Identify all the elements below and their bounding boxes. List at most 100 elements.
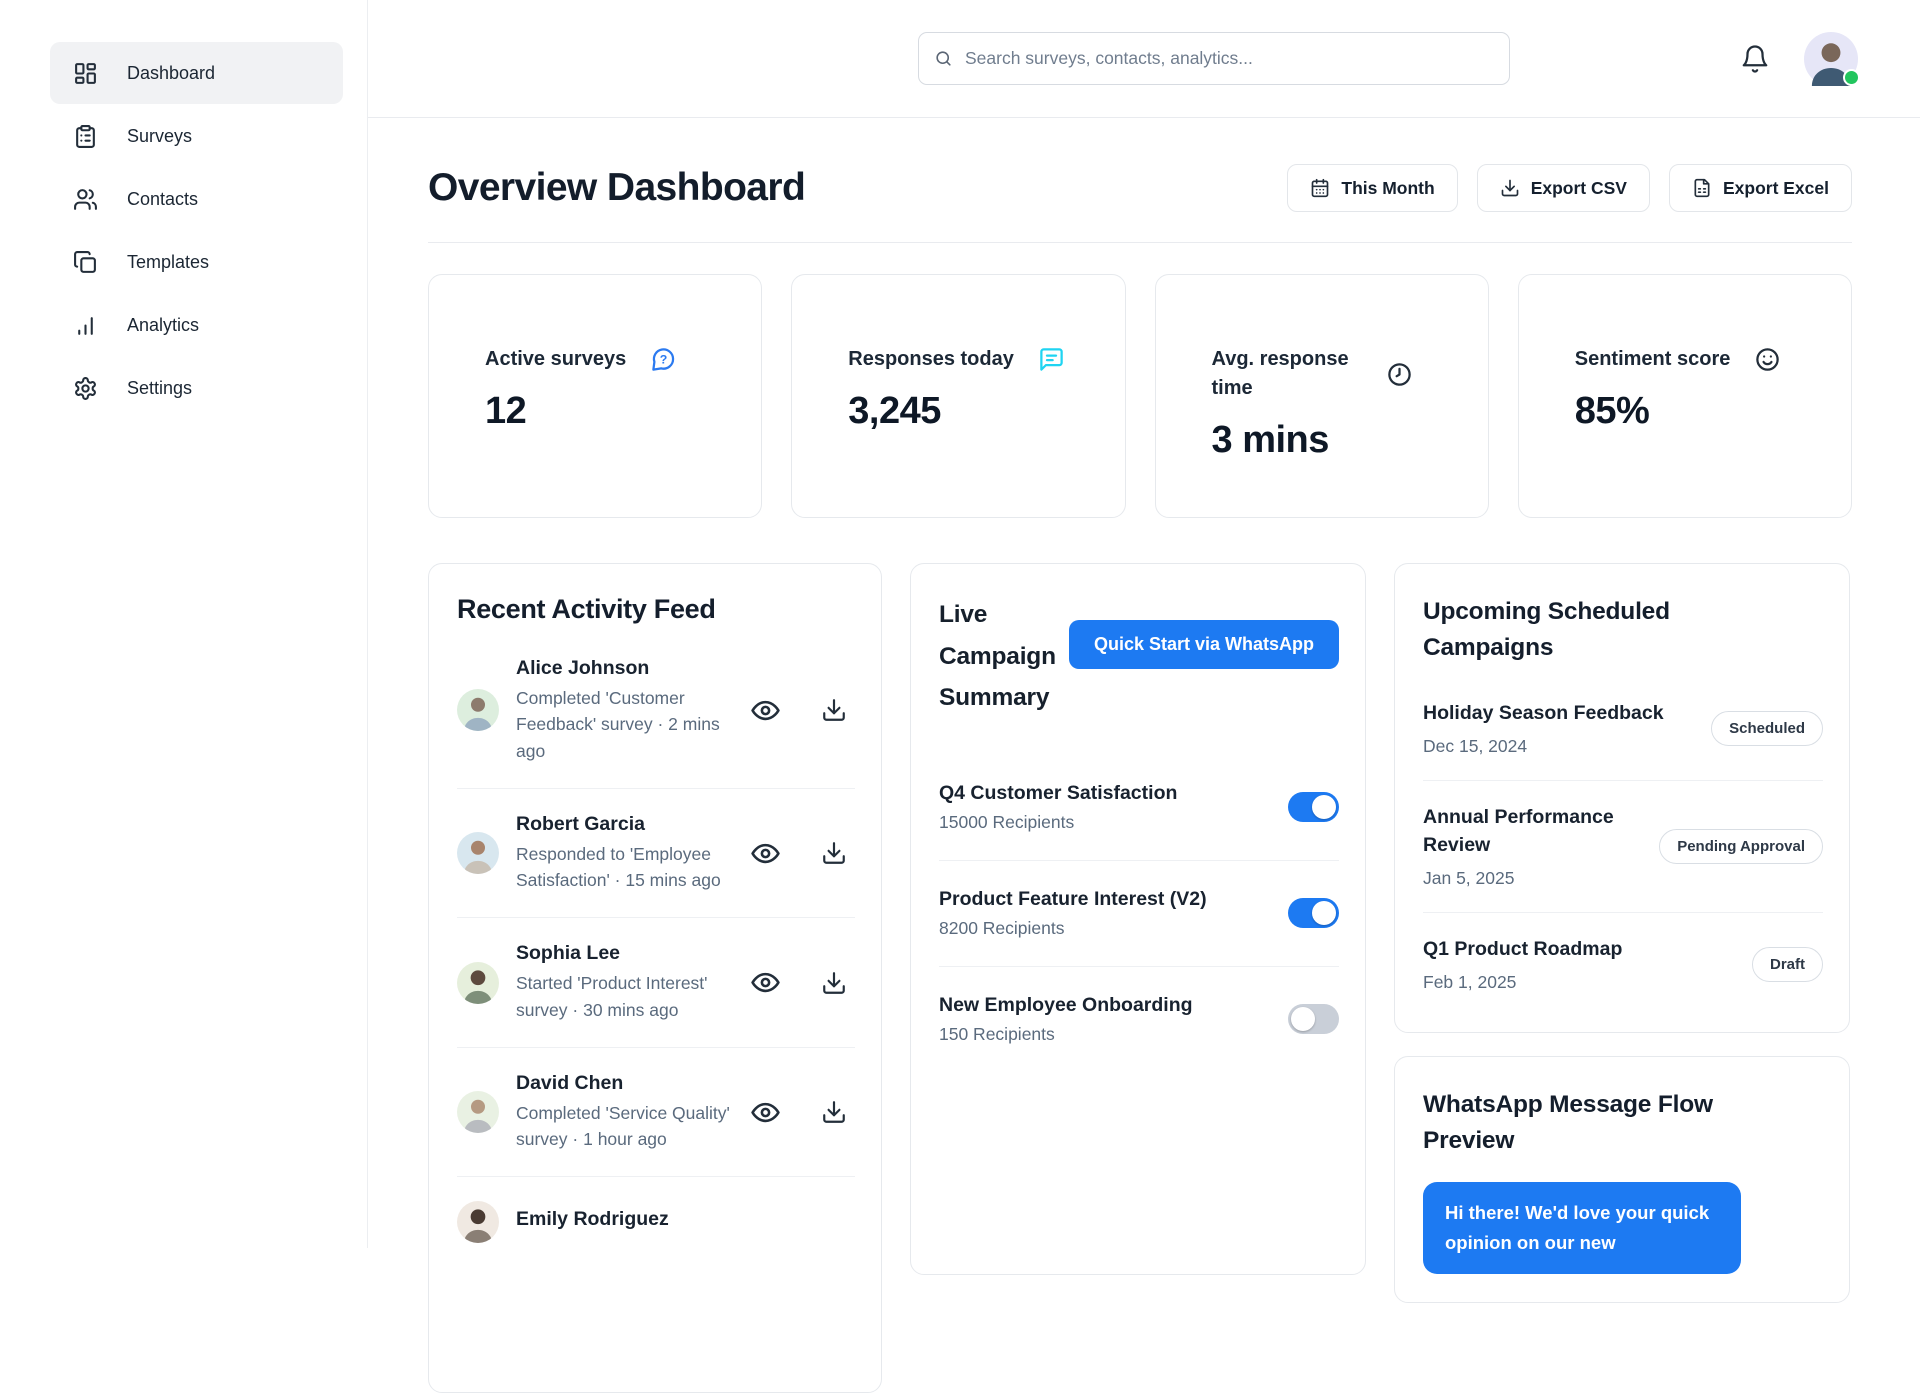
whatsapp-preview-panel: WhatsApp Message Flow Preview Hi there! … (1394, 1056, 1850, 1304)
calendar-icon (1312, 178, 1329, 198)
activity-row: Robert Garcia Responded to 'Employee Sat… (457, 787, 855, 918)
smiley-icon (1756, 348, 1780, 371)
activity-detail: Completed 'Service Quality' survey · 1 h… (516, 1102, 730, 1149)
stat-value: 3,245 (848, 390, 941, 432)
toolbar: This Month Export CSV Export Excel (1287, 164, 1852, 212)
contacts-icon (73, 187, 98, 212)
settings-icon (73, 376, 98, 401)
stat-card-active-surveys: Active surveys ? 12 (428, 274, 763, 518)
status-badge: Pending Approval (1659, 829, 1823, 865)
scheduled-name: Annual Performance Review (1423, 806, 1614, 856)
search-icon (936, 51, 951, 66)
sidebar: Dashboard Surveys Contacts Templates Ana… (0, 0, 368, 1248)
activity-user-name: Alice Johnson (516, 657, 650, 679)
download-icon[interactable] (821, 1099, 847, 1125)
download-icon (1501, 179, 1519, 197)
status-badge: Draft (1751, 947, 1823, 983)
view-icon[interactable] (750, 695, 781, 726)
sidebar-item-label: Dashboard (127, 62, 216, 83)
campaign-toggle[interactable] (1288, 898, 1339, 929)
avatar (457, 961, 499, 1004)
whatsapp-message-bubble: Hi there! We'd love your quick opinion o… (1423, 1182, 1741, 1275)
activity-row: David Chen Completed 'Service Quality' s… (457, 1046, 855, 1177)
stat-card-responses-today: Responses today 3,245 (791, 274, 1126, 518)
activity-user-name: David Chen (516, 1071, 624, 1094)
live-campaign-title: Live Campaign Summary (939, 601, 1056, 712)
stat-value: 12 (485, 390, 527, 432)
export-excel-button[interactable]: Export Excel (1668, 164, 1852, 212)
svg-text:?: ? (660, 353, 668, 367)
scheduled-date: Jan 5, 2025 (1423, 867, 1515, 888)
sidebar-item-label: Analytics (127, 314, 200, 335)
activity-user-name: Emily Rodriguez (516, 1208, 669, 1231)
right-column: Upcoming Scheduled Campaigns Holiday Sea… (1394, 563, 1850, 1304)
period-filter-button[interactable]: This Month (1287, 164, 1458, 212)
sidebar-item-surveys[interactable]: Surveys (50, 105, 343, 167)
campaign-name: Q4 Customer Satisfaction (939, 781, 1178, 804)
page-title: Overview Dashboard (428, 166, 806, 209)
quick-start-whatsapp-button[interactable]: Quick Start via WhatsApp (1068, 620, 1339, 669)
notifications-bell-icon[interactable] (1740, 44, 1770, 74)
stat-label: Responses today (848, 348, 1014, 370)
sidebar-item-label: Contacts (127, 188, 199, 209)
campaign-row: Q4 Customer Satisfaction 15000 Recipient… (939, 755, 1339, 860)
campaign-row: Product Feature Interest (V2) 8200 Recip… (939, 859, 1339, 966)
stat-card-sentiment-score: Sentiment score 85% (1517, 274, 1852, 518)
sidebar-item-dashboard[interactable]: Dashboard (50, 42, 343, 104)
export-csv-button[interactable]: Export CSV (1476, 164, 1650, 212)
activity-feed-title: Recent Activity Feed (457, 594, 716, 624)
activity-row: Emily Rodriguez (457, 1176, 855, 1267)
whatsapp-preview-title: WhatsApp Message Flow Preview (1423, 1091, 1713, 1154)
campaign-recipients: 15000 Recipients (939, 811, 1075, 832)
scheduled-campaigns-panel: Upcoming Scheduled Campaigns Holiday Sea… (1394, 563, 1850, 1034)
scheduled-date: Dec 15, 2024 (1423, 736, 1528, 757)
sidebar-item-templates[interactable]: Templates (50, 231, 343, 293)
chat-message-icon (1040, 348, 1063, 371)
dashboard-icon (73, 61, 98, 86)
search-input[interactable] (918, 32, 1510, 85)
stat-label: Sentiment score (1574, 348, 1731, 370)
download-icon[interactable] (821, 840, 847, 866)
avatar (457, 689, 499, 732)
analytics-icon (73, 313, 98, 338)
status-badge: Scheduled (1711, 711, 1823, 747)
view-icon[interactable] (750, 838, 781, 869)
campaign-toggle[interactable] (1288, 792, 1339, 823)
sidebar-item-analytics[interactable]: Analytics (50, 294, 343, 356)
download-icon[interactable] (821, 970, 847, 996)
header-divider (428, 242, 1852, 243)
scheduled-date: Feb 1, 2025 (1423, 972, 1517, 993)
avatar (457, 832, 499, 874)
activity-detail: Responded to 'Employee Satisfaction' · 1… (516, 843, 721, 890)
campaign-toggle[interactable] (1288, 1004, 1339, 1035)
stat-cards-row: Active surveys ? 12 Responses today 3,24… (428, 274, 1852, 518)
online-status-dot (1843, 68, 1860, 86)
user-avatar[interactable] (1804, 31, 1860, 86)
avatar-photo (1804, 32, 1858, 86)
activity-detail: Started 'Product Interest' survey · 30 m… (516, 973, 708, 1020)
campaign-row: New Employee Onboarding 150 Recipients (939, 965, 1339, 1072)
view-icon[interactable] (750, 1097, 781, 1128)
surveys-icon (73, 124, 98, 149)
content-area: Overview Dashboard This Month Export CSV… (368, 118, 1920, 1393)
scheduled-name: Holiday Season Feedback (1423, 702, 1664, 725)
scheduled-row: Annual Performance Review Jan 5, 2025 Pe… (1423, 780, 1823, 912)
view-icon[interactable] (750, 967, 781, 998)
activity-user-name: Robert Garcia (516, 812, 645, 835)
sidebar-item-label: Settings (127, 377, 193, 398)
campaign-recipients: 8200 Recipients (939, 917, 1065, 938)
campaign-recipients: 150 Recipients (939, 1023, 1055, 1044)
activity-user-name: Sophia Lee (516, 942, 621, 965)
sidebar-item-label: Surveys (127, 125, 193, 146)
download-icon[interactable] (821, 697, 847, 723)
sidebar-item-contacts[interactable]: Contacts (50, 168, 343, 230)
activity-detail: Completed 'Customer Feedback' survey · 2… (516, 688, 720, 761)
scheduled-campaigns-title: Upcoming Scheduled Campaigns (1423, 598, 1670, 661)
recent-activity-panel: Recent Activity Feed Alice Johnson Compl… (428, 563, 882, 1393)
question-bubble-icon: ? (652, 348, 675, 371)
stat-card-avg-response-time: Avg. response time 3 mins (1154, 274, 1489, 518)
scheduled-name: Q1 Product Roadmap (1423, 937, 1623, 960)
sidebar-item-settings[interactable]: Settings (50, 357, 343, 419)
avatar (457, 1091, 499, 1133)
campaign-name: Product Feature Interest (V2) (939, 887, 1207, 910)
